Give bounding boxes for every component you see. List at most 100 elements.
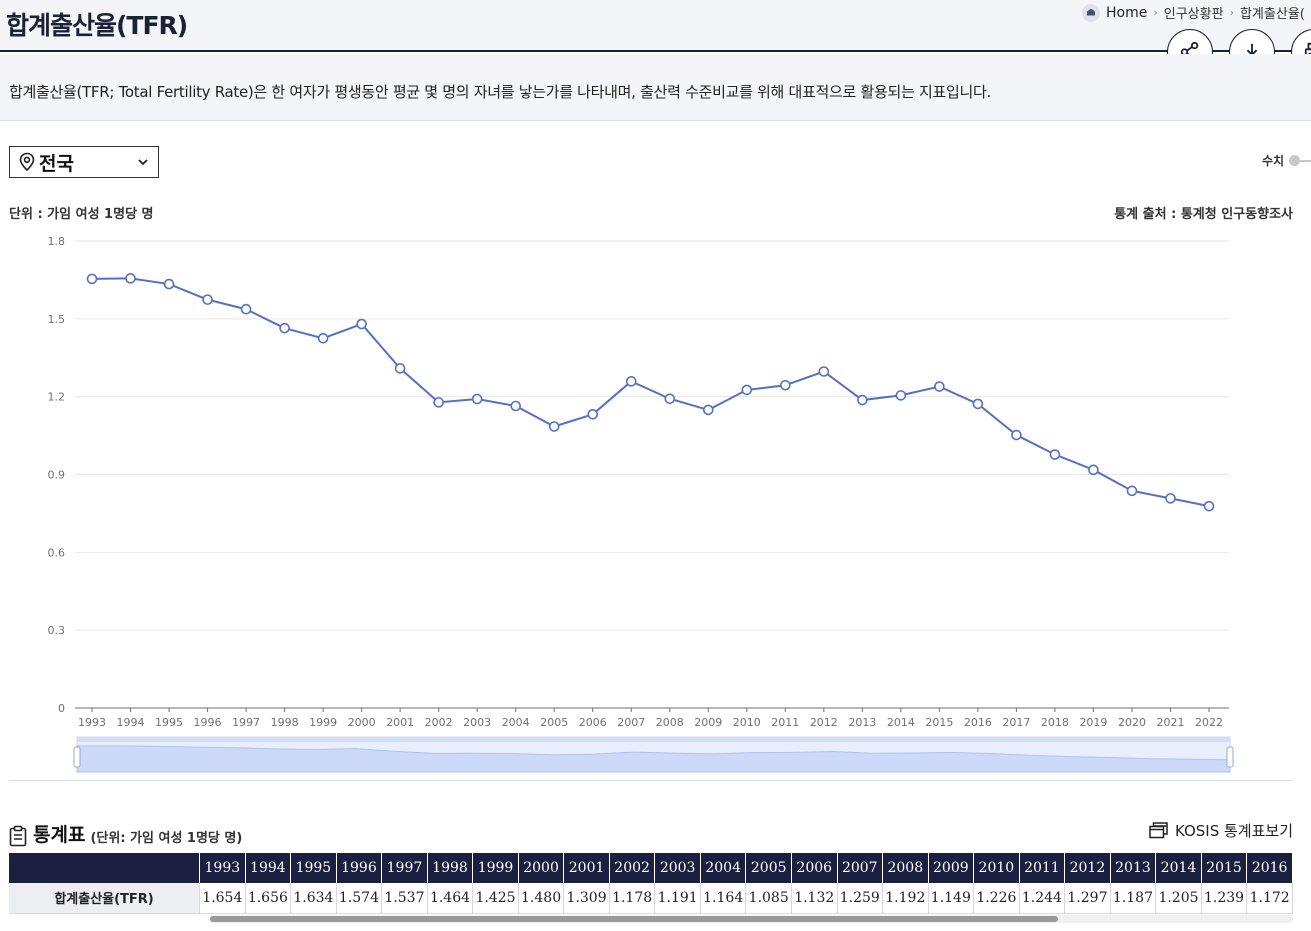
data-point[interactable] bbox=[202, 294, 213, 305]
data-point[interactable] bbox=[972, 398, 984, 410]
data-point[interactable] bbox=[1203, 500, 1215, 512]
kosis-link[interactable]: KOSIS 통계표보기 bbox=[1149, 820, 1293, 841]
region-select[interactable]: 전국 bbox=[9, 146, 159, 178]
zoom-slider-left-handle[interactable] bbox=[73, 746, 81, 768]
table-year-header: 2002 bbox=[609, 853, 656, 883]
table-value-cell: 1.226 bbox=[973, 883, 1020, 914]
data-point[interactable] bbox=[1165, 493, 1176, 504]
value-label-toggle[interactable]: 수치 bbox=[1262, 152, 1311, 169]
table-horizontal-scrollbar[interactable] bbox=[208, 915, 1293, 923]
tfr-line-chart: 0 0.3 0.6 0.9 1.2 1.5 1.8 1993 1994 1995 1996 1997 1… bbox=[48, 235, 1234, 773]
zoom-slider-right-handle[interactable] bbox=[1226, 746, 1234, 768]
x-tick-label: 2001 bbox=[386, 716, 414, 729]
toggle-knob[interactable] bbox=[1289, 155, 1301, 166]
y-tick-label: 1.2 bbox=[48, 391, 66, 404]
x-tick-label: 2017 bbox=[1002, 716, 1030, 729]
toggle-track[interactable] bbox=[1300, 159, 1311, 162]
home-icon[interactable] bbox=[1082, 3, 1100, 22]
table-value-cell: 1.574 bbox=[336, 883, 383, 914]
breadcrumb-home[interactable]: Home bbox=[1106, 4, 1148, 21]
data-point[interactable] bbox=[433, 397, 444, 408]
data-point[interactable] bbox=[510, 400, 521, 412]
data-point[interactable] bbox=[702, 404, 714, 416]
table-year-header: 2014 bbox=[1155, 853, 1202, 883]
clipboard-icon bbox=[9, 825, 27, 847]
data-point[interactable] bbox=[240, 303, 252, 315]
table-value-cell: 1.297 bbox=[1064, 883, 1111, 914]
table-section-title: 통계표 (단위: 가임 여성 1명당 명) bbox=[9, 820, 242, 847]
table-value-cell: 1.309 bbox=[563, 883, 610, 914]
x-tick-label: 2007 bbox=[617, 716, 645, 729]
table-value-cell: 1.205 bbox=[1155, 883, 1202, 914]
data-point[interactable] bbox=[818, 366, 830, 377]
table-value-cell: 1.187 bbox=[1110, 883, 1157, 914]
scrollbar-thumb[interactable] bbox=[210, 916, 1058, 922]
zoom-slider-top-bar[interactable] bbox=[77, 737, 1230, 742]
x-tick-label: 1996 bbox=[194, 716, 222, 729]
x-tick-label: 1999 bbox=[309, 716, 337, 729]
data-point[interactable] bbox=[1088, 464, 1099, 476]
chart-unit-label: 단위 : 가임 여성 1명당 명 bbox=[9, 207, 154, 222]
data-point[interactable] bbox=[317, 332, 329, 344]
data-point[interactable] bbox=[857, 394, 868, 406]
data-point[interactable] bbox=[125, 273, 136, 284]
table-value-cell: 1.464 bbox=[427, 883, 474, 914]
data-point[interactable] bbox=[1126, 485, 1138, 497]
x-tick-label: 2019 bbox=[1079, 716, 1107, 729]
breadcrumb-dashboard[interactable]: 인구상황판 bbox=[1163, 7, 1224, 22]
x-tick-label: 2020 bbox=[1118, 716, 1146, 729]
x-tick-label: 2022 bbox=[1195, 716, 1223, 729]
table-year-header: 2006 bbox=[791, 853, 838, 883]
intro-panel: 합계출산율(TFR; Total Fertility Rate)은 한 여자가 … bbox=[0, 54, 1311, 121]
x-tick-label: 1995 bbox=[155, 716, 183, 729]
location-pin-icon bbox=[19, 152, 35, 172]
table-year-header: 2012 bbox=[1064, 853, 1111, 883]
data-point[interactable] bbox=[741, 384, 753, 396]
table-value-cell: 1.149 bbox=[928, 883, 975, 914]
data-point[interactable] bbox=[1049, 449, 1061, 460]
data-point[interactable] bbox=[1011, 429, 1022, 441]
data-point[interactable] bbox=[895, 390, 907, 401]
table-value-cell: 1.656 bbox=[245, 883, 292, 914]
y-tick-label: 1.5 bbox=[48, 313, 66, 326]
data-point[interactable] bbox=[163, 278, 175, 290]
series-line bbox=[91, 277, 1210, 508]
table-value-cell: 1.634 bbox=[290, 883, 337, 914]
data-point[interactable] bbox=[86, 273, 98, 285]
region-select-value: 전국 bbox=[39, 152, 74, 175]
data-point[interactable] bbox=[664, 393, 676, 405]
chart-source-label: 통계 출처 : 통계청 인구동향조사 bbox=[1114, 207, 1293, 222]
table-year-header: 1994 bbox=[245, 853, 292, 883]
data-point[interactable] bbox=[625, 376, 637, 387]
table-year-header: 1995 bbox=[290, 853, 337, 883]
table-value-cell: 1.172 bbox=[1246, 883, 1293, 914]
breadcrumb: Home › 인구상황판 › 합계출산율( bbox=[1082, 3, 1305, 22]
table-value-cell: 1.425 bbox=[472, 883, 519, 914]
x-tick-label: 2009 bbox=[694, 716, 722, 729]
breadcrumb-separator: › bbox=[1229, 6, 1234, 19]
x-tick-label: 1997 bbox=[232, 716, 260, 729]
data-point[interactable] bbox=[356, 318, 367, 330]
x-tick-label: 2004 bbox=[502, 716, 530, 729]
x-tick-label: 2005 bbox=[540, 716, 568, 729]
table-year-header: 1993 bbox=[199, 853, 246, 883]
table-corner-cell bbox=[9, 853, 201, 883]
y-tick-label: 0.9 bbox=[48, 469, 66, 482]
data-point[interactable] bbox=[587, 409, 599, 420]
data-point[interactable] bbox=[548, 421, 560, 432]
x-tick-label: 2021 bbox=[1156, 716, 1184, 729]
data-point[interactable] bbox=[471, 393, 483, 405]
table-year-header: 2004 bbox=[700, 853, 747, 883]
data-point[interactable] bbox=[394, 363, 406, 374]
table-year-header: 2010 bbox=[973, 853, 1020, 883]
data-point[interactable] bbox=[780, 379, 791, 391]
section-divider bbox=[9, 780, 1293, 781]
breadcrumb-current[interactable]: 합계출산율( bbox=[1239, 7, 1305, 22]
x-tick-label: 2011 bbox=[771, 716, 799, 729]
table-year-header: 2015 bbox=[1201, 853, 1248, 883]
data-point[interactable] bbox=[934, 381, 945, 392]
data-point[interactable] bbox=[279, 322, 290, 334]
x-tick-label: 1998 bbox=[271, 716, 299, 729]
table-value-cell: 1.164 bbox=[700, 883, 747, 914]
table-unit: (단위: 가임 여성 1명당 명) bbox=[90, 831, 243, 846]
